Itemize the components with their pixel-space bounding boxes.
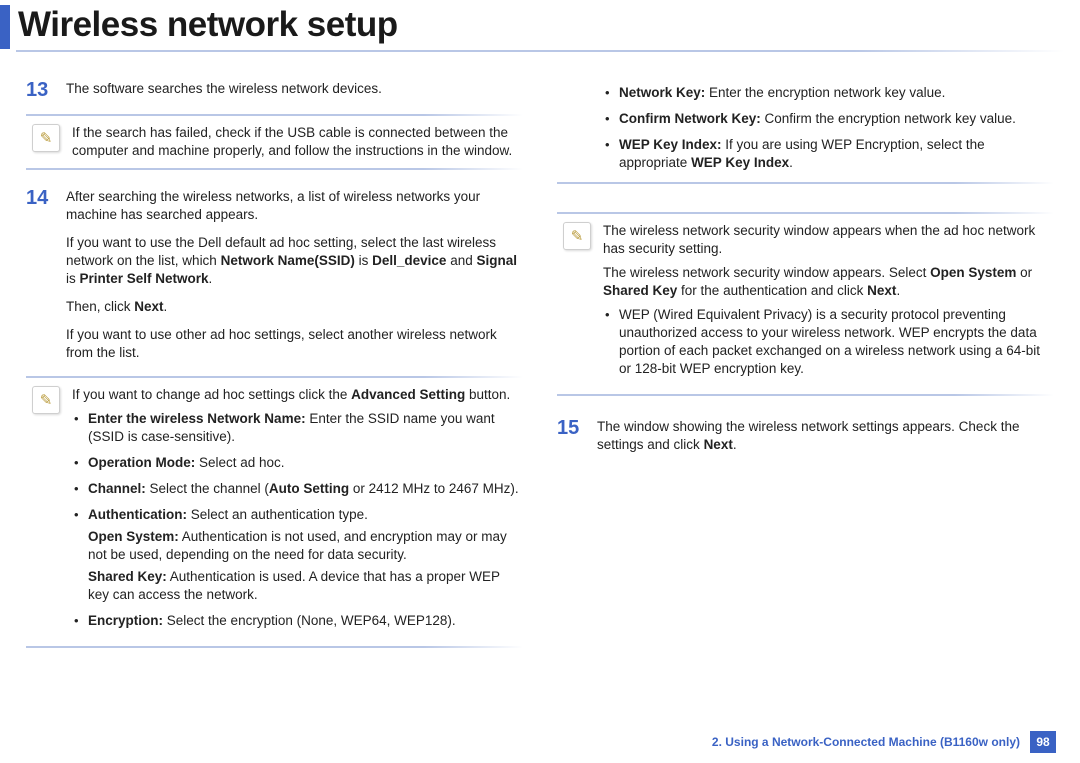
header-accent-bar xyxy=(0,5,10,49)
list-item: Enter the wireless Network Name: Enter t… xyxy=(72,410,523,446)
sub-paragraph: Open System: Authentication is not used,… xyxy=(88,528,523,564)
step-text: The window showing the wireless network … xyxy=(597,418,1054,454)
note-text: If the search has failed, check if the U… xyxy=(72,124,523,160)
pencil-note-icon: ✎ xyxy=(32,124,60,152)
step-text: Then, click Next. xyxy=(66,298,523,316)
step-13: 13 The software searches the wireless ne… xyxy=(26,80,523,100)
continuation-bullet-list: Network Key: Enter the encryption networ… xyxy=(557,84,1054,172)
sub-paragraph: Shared Key: Authentication is used. A de… xyxy=(88,568,523,604)
rule-divider xyxy=(557,182,1054,184)
note-security-window: ✎ The wireless network security window a… xyxy=(557,212,1054,396)
step-14: 14 After searching the wireless networks… xyxy=(26,188,523,362)
step-body: After searching the wireless networks, a… xyxy=(66,188,523,362)
list-item: Operation Mode: Select ad hoc. xyxy=(72,454,523,472)
note-bullet-list: Enter the wireless Network Name: Enter t… xyxy=(72,410,523,630)
note-advanced-setting: ✎ If you want to change ad hoc settings … xyxy=(26,376,523,648)
list-item: Confirm Network Key: Confirm the encrypt… xyxy=(603,110,1054,128)
note-text: The wireless network security window app… xyxy=(603,222,1054,258)
step-15: 15 The window showing the wireless netwo… xyxy=(557,418,1054,454)
step-number: 13 xyxy=(26,80,54,100)
note-body: The wireless network security window app… xyxy=(603,222,1054,378)
step-text: The software searches the wireless netwo… xyxy=(66,80,523,98)
list-item: Network Key: Enter the encryption networ… xyxy=(603,84,1054,102)
right-column: Network Key: Enter the encryption networ… xyxy=(557,80,1054,468)
note-text: The wireless network security window app… xyxy=(603,264,1054,300)
pencil-note-icon: ✎ xyxy=(32,386,60,414)
step-body: The software searches the wireless netwo… xyxy=(66,80,523,98)
list-item: Channel: Select the channel (Auto Settin… xyxy=(72,480,523,498)
page-title: Wireless network setup xyxy=(16,0,1080,50)
pencil-note-icon: ✎ xyxy=(563,222,591,250)
step-text: If you want to use the Dell default ad h… xyxy=(66,234,523,288)
page-header: Wireless network setup xyxy=(0,0,1080,50)
note-bullet-list: WEP (Wired Equivalent Privacy) is a secu… xyxy=(603,306,1054,378)
page-footer: 2. Using a Network-Connected Machine (B1… xyxy=(712,731,1056,753)
step-number: 15 xyxy=(557,418,585,438)
list-item: Authentication: Select an authentication… xyxy=(72,506,523,604)
step-number: 14 xyxy=(26,188,54,208)
two-column-layout: 13 The software searches the wireless ne… xyxy=(0,52,1080,666)
left-column: 13 The software searches the wireless ne… xyxy=(26,80,523,666)
step-text: After searching the wireless networks, a… xyxy=(66,188,523,224)
step-text: If you want to use other ad hoc settings… xyxy=(66,326,523,362)
note-intro: If you want to change ad hoc settings cl… xyxy=(72,386,523,404)
note-body: If the search has failed, check if the U… xyxy=(72,124,523,160)
list-item: WEP (Wired Equivalent Privacy) is a secu… xyxy=(603,306,1054,378)
document-page: Wireless network setup 13 The software s… xyxy=(0,0,1080,763)
footer-chapter: 2. Using a Network-Connected Machine (B1… xyxy=(712,735,1020,749)
note-search-failed: ✎ If the search has failed, check if the… xyxy=(26,114,523,170)
list-item: Encryption: Select the encryption (None,… xyxy=(72,612,523,630)
footer-page-number: 98 xyxy=(1030,731,1056,753)
step-body: The window showing the wireless network … xyxy=(597,418,1054,454)
note-body: If you want to change ad hoc settings cl… xyxy=(72,386,523,630)
list-item: WEP Key Index: If you are using WEP Encr… xyxy=(603,136,1054,172)
